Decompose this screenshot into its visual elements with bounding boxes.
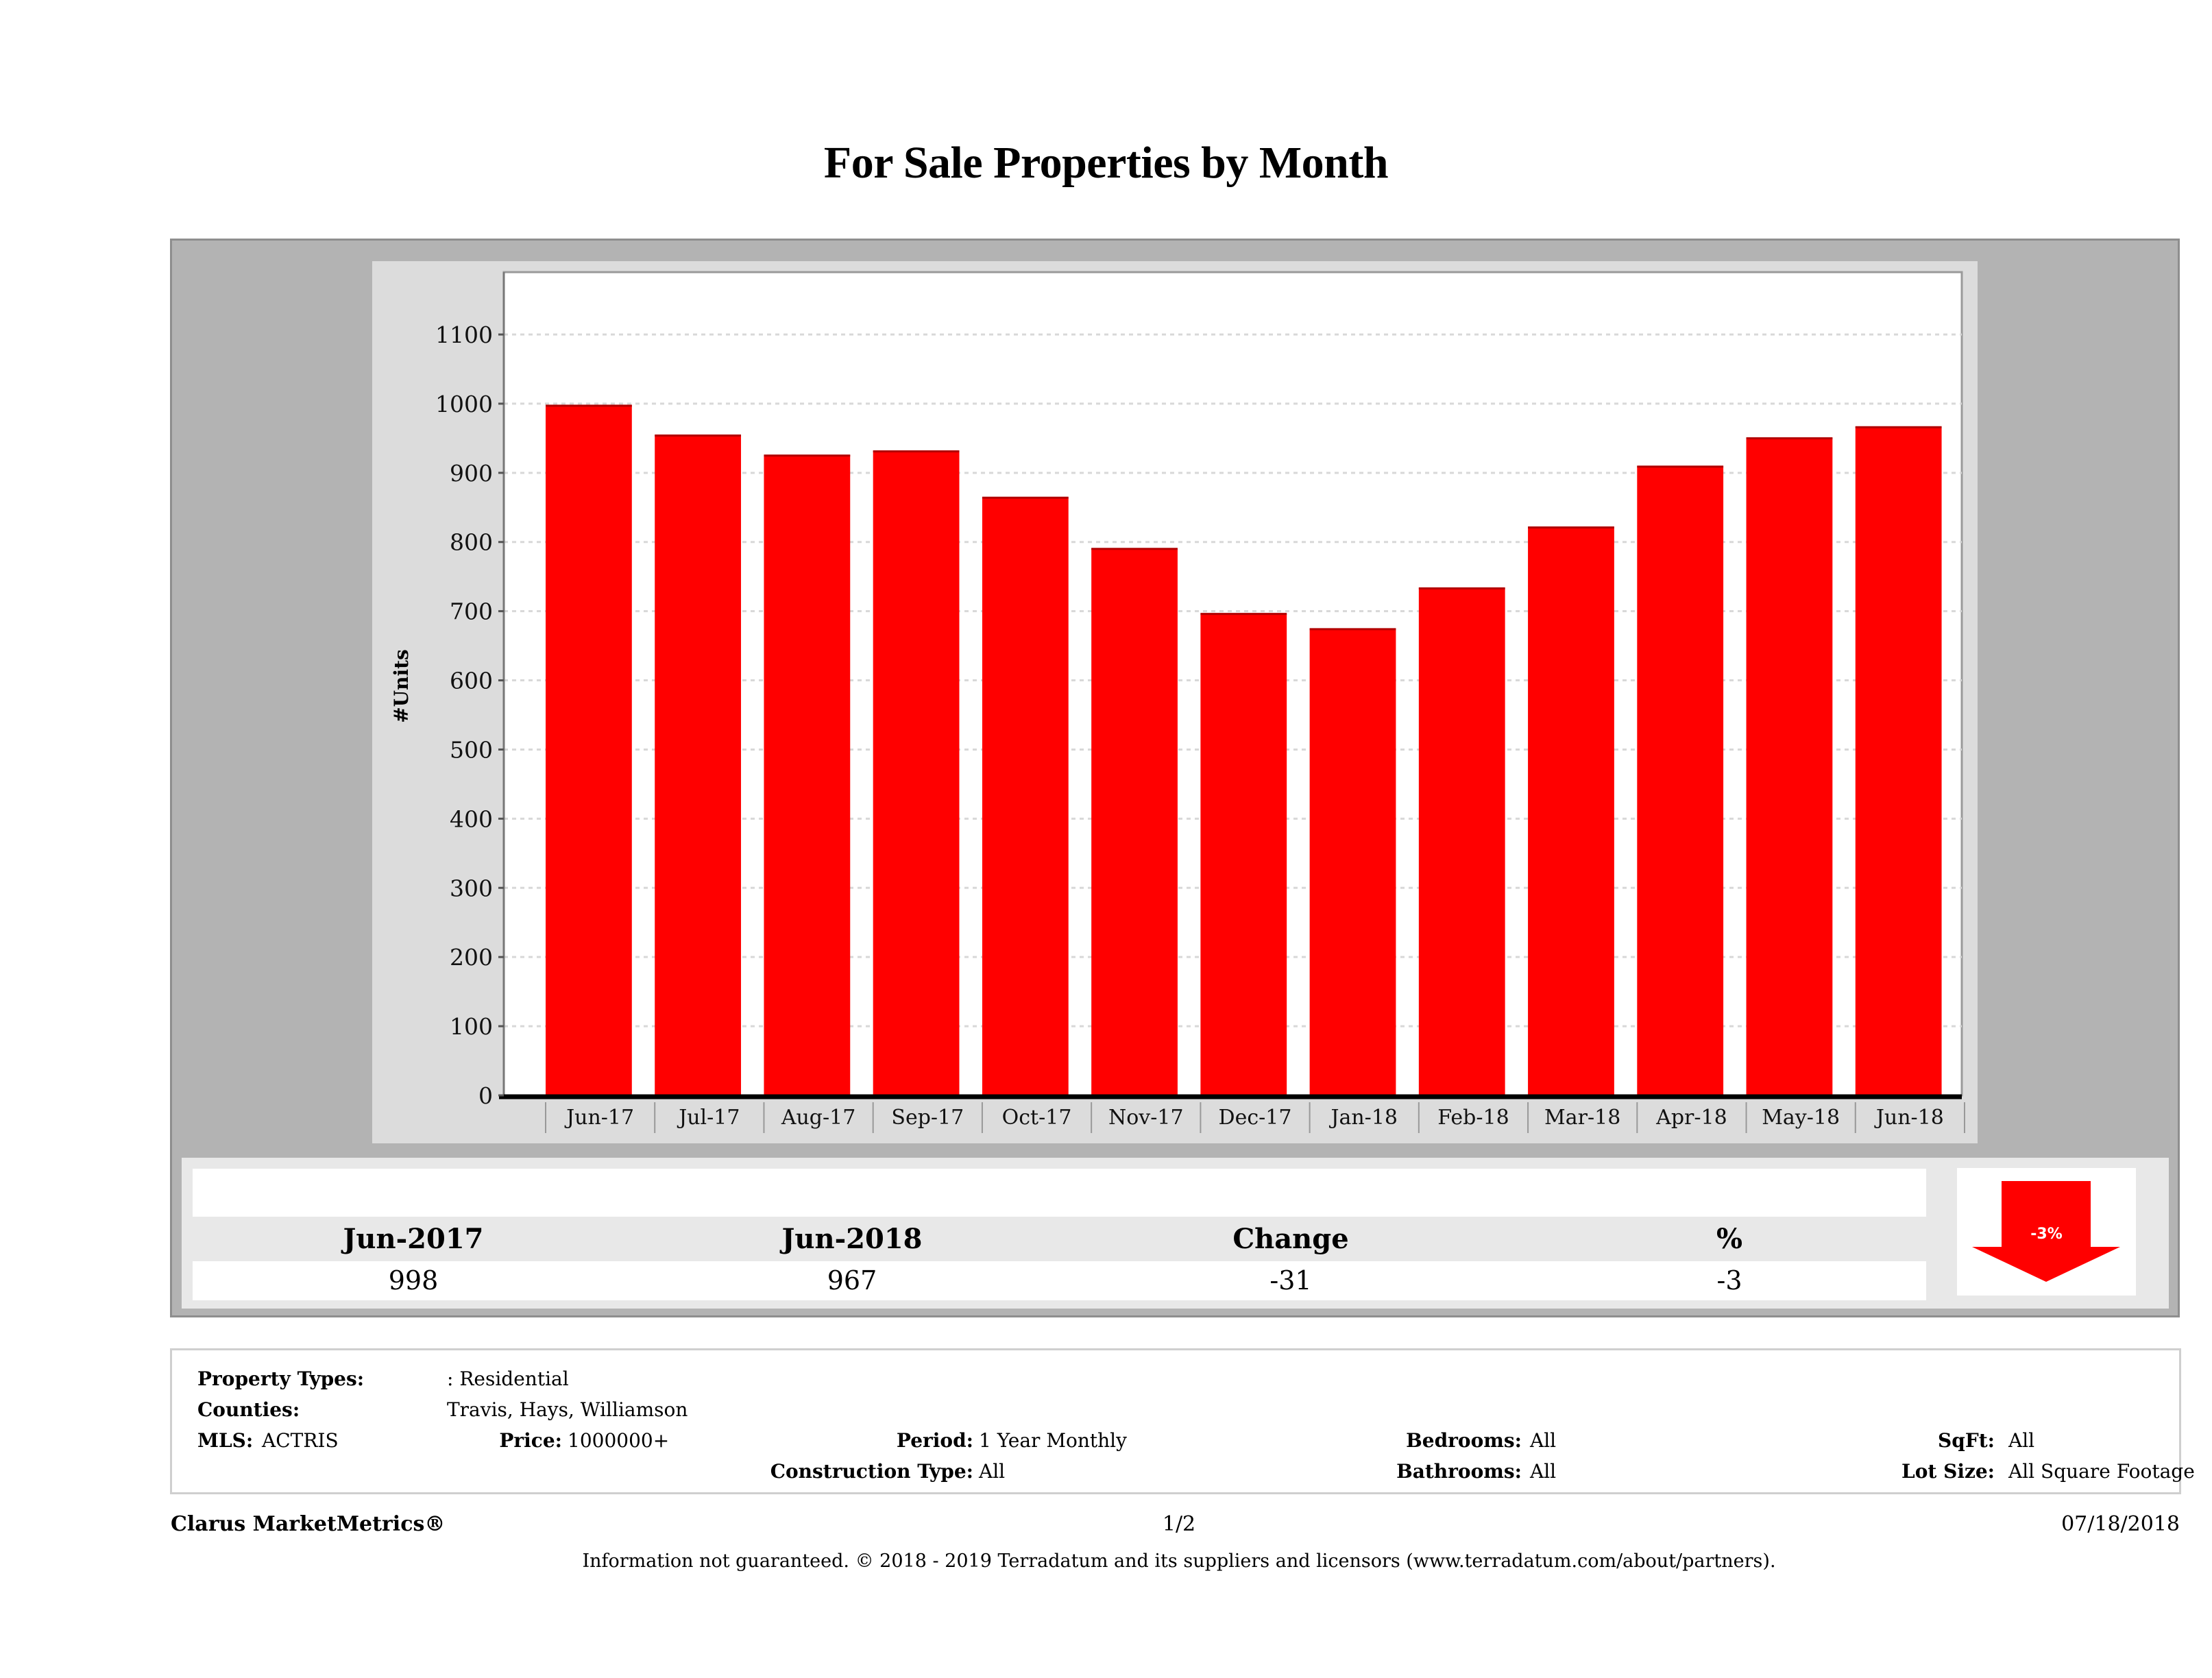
- bar: [1528, 526, 1614, 1095]
- change-badge-label: -3%: [2030, 1226, 2063, 1243]
- x-tick-label: Sep-17: [891, 1106, 964, 1130]
- counties-value: Travis, Hays, Williamson: [447, 1398, 688, 1421]
- criteria-box: [170, 1348, 2181, 1494]
- period-label: Period:: [896, 1429, 973, 1452]
- summary-header-end: Jun-2018: [781, 1223, 923, 1255]
- y-tick-label: 700: [450, 598, 493, 625]
- bar: [873, 450, 960, 1095]
- y-tick-label: 900: [450, 460, 493, 487]
- summary-header-start: Jun-2017: [343, 1223, 484, 1255]
- y-tick-label: 800: [450, 529, 493, 556]
- y-tick-label: 0: [478, 1082, 493, 1109]
- y-axis-label: #Units: [390, 649, 413, 723]
- bedrooms-value: All: [1530, 1429, 1557, 1452]
- report-date: 07/18/2018: [2061, 1512, 2180, 1536]
- disclaimer: Information not guaranteed. © 2018 - 201…: [582, 1551, 1776, 1572]
- summary-value-change: -31: [1269, 1265, 1312, 1296]
- summary-header-change: Change: [1232, 1223, 1349, 1255]
- y-tick-label: 1000: [435, 391, 493, 417]
- x-tick-label: Oct-17: [1002, 1106, 1072, 1130]
- y-tick-label: 300: [450, 875, 493, 901]
- mls-label: MLS:: [197, 1429, 254, 1452]
- bar: [764, 454, 851, 1095]
- y-tick-label: 500: [450, 736, 493, 763]
- bathrooms-label: Bathrooms:: [1396, 1460, 1522, 1483]
- y-tick-label: 100: [450, 1013, 493, 1040]
- x-tick-label: Jul-17: [677, 1106, 740, 1130]
- construction-type-value: All: [979, 1460, 1006, 1483]
- property-types-value: : Residential: [447, 1367, 569, 1390]
- bar: [655, 435, 742, 1095]
- down-arrow-shape: [1972, 1181, 2120, 1282]
- x-tick-label: Jun-17: [564, 1106, 634, 1130]
- summary-value-start: 998: [388, 1265, 439, 1296]
- counties-label: Counties:: [197, 1398, 300, 1421]
- change-badge: -3%: [1957, 1168, 2136, 1296]
- x-tick-label: Feb-18: [1437, 1106, 1509, 1130]
- construction-type-label: Construction Type:: [770, 1460, 973, 1483]
- summary-header-percent: %: [1716, 1223, 1742, 1255]
- x-tick-label: Jan-18: [1328, 1106, 1398, 1130]
- summary-value-row: [193, 1261, 1926, 1300]
- down-arrow-icon: [1972, 1181, 2120, 1282]
- bar: [1200, 613, 1287, 1095]
- bathrooms-value: All: [1530, 1460, 1557, 1483]
- x-tick-label: Jun-18: [1874, 1106, 1944, 1130]
- x-tick-label: Apr-18: [1655, 1106, 1727, 1130]
- property-types-label: Property Types:: [197, 1367, 365, 1390]
- x-tick-label: Nov-17: [1108, 1106, 1184, 1130]
- bar: [1418, 587, 1505, 1095]
- y-tick-label: 400: [450, 805, 493, 832]
- price-value: 1000000+: [568, 1429, 670, 1452]
- summary-value-percent: -3: [1716, 1265, 1742, 1296]
- brand-name: Clarus MarketMetrics®: [171, 1512, 446, 1536]
- summary-blank-row: [193, 1169, 1926, 1217]
- chart-title: For Sale Properties by Month: [823, 138, 1389, 188]
- y-tick-label: 200: [450, 944, 493, 971]
- bars: [546, 404, 1942, 1095]
- x-tick-label: Mar-18: [1544, 1106, 1620, 1130]
- page-number: 1/2: [1162, 1512, 1196, 1536]
- y-axis-ticks: 0 100 200 300 400 500 600 700 800 900 1000 1100: [435, 321, 504, 1109]
- bar: [546, 404, 632, 1095]
- bar: [1091, 548, 1178, 1095]
- x-tick-label: Aug-17: [781, 1106, 856, 1130]
- mls-value: ACTRIS: [262, 1429, 339, 1452]
- lot-size-value: All Square Footage: [2008, 1460, 2195, 1483]
- x-axis-ticks: Jun-17 Jul-17 Aug-17 Sep-17 Oct-17 Nov-17 Dec-…: [545, 1102, 1965, 1133]
- bar: [1309, 628, 1396, 1095]
- x-tick-label: Dec-17: [1219, 1106, 1292, 1130]
- y-tick-label: 600: [450, 668, 493, 694]
- sqft-label: SqFt:: [1938, 1429, 1995, 1452]
- sqft-value: All: [2008, 1429, 2035, 1452]
- bedrooms-label: Bedrooms:: [1406, 1429, 1522, 1452]
- lot-size-label: Lot Size:: [1901, 1460, 1995, 1483]
- bar: [982, 497, 1069, 1095]
- bar: [1746, 437, 1833, 1095]
- x-tick-label: May-18: [1762, 1106, 1840, 1130]
- bar-chart: 0 100 200 300 400 500 600 700 800 900 1000 1100 Jun…: [390, 271, 1965, 1133]
- bar: [1855, 426, 1942, 1095]
- period-value: 1 Year Monthly: [979, 1429, 1127, 1452]
- bar: [1637, 465, 1724, 1095]
- price-label: Price:: [499, 1429, 562, 1452]
- y-tick-label: 1100: [435, 321, 493, 348]
- summary-value-end: 967: [827, 1265, 877, 1296]
